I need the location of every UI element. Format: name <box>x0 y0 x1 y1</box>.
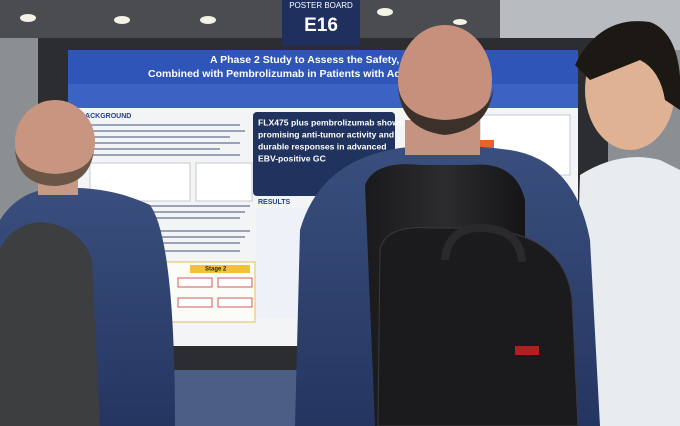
backpack-logo <box>515 346 539 355</box>
callout-text: promising anti-tumor activity and <box>258 129 394 139</box>
backpack-pocket <box>377 227 579 426</box>
poster-header <box>68 50 578 84</box>
person-right-shirt <box>578 157 680 426</box>
person-right-hair <box>575 21 680 110</box>
backpack-handle <box>441 223 526 263</box>
person-left-head <box>15 100 95 184</box>
person-left-backpack <box>0 222 100 426</box>
sign-number: E16 <box>304 15 338 36</box>
poster-title: Combined with Pembrolizumab in Patients … <box>148 68 446 80</box>
stage-label: Stage 2 <box>205 267 227 273</box>
sign <box>282 0 360 46</box>
sign-label: POSTER BOARD <box>289 1 353 10</box>
poster-authors <box>68 84 578 108</box>
section-heading: RESULTS <box>258 199 290 206</box>
callout-text: EBV-positive GC <box>258 153 326 163</box>
poster-text-lines <box>80 124 250 252</box>
callout-text: FLX475 plus pembrolizumab shows <box>258 117 404 127</box>
person-middle-hair <box>398 85 494 135</box>
ceiling-lights <box>20 8 467 25</box>
stage-boxes <box>177 277 253 308</box>
stage-tab <box>190 265 250 273</box>
section-heading: BACKGROUND <box>80 113 131 120</box>
person-left-hair <box>15 150 94 186</box>
figure <box>195 162 253 202</box>
callout-text: durable responses in advanced <box>258 141 386 151</box>
person-middle-head <box>398 25 492 135</box>
